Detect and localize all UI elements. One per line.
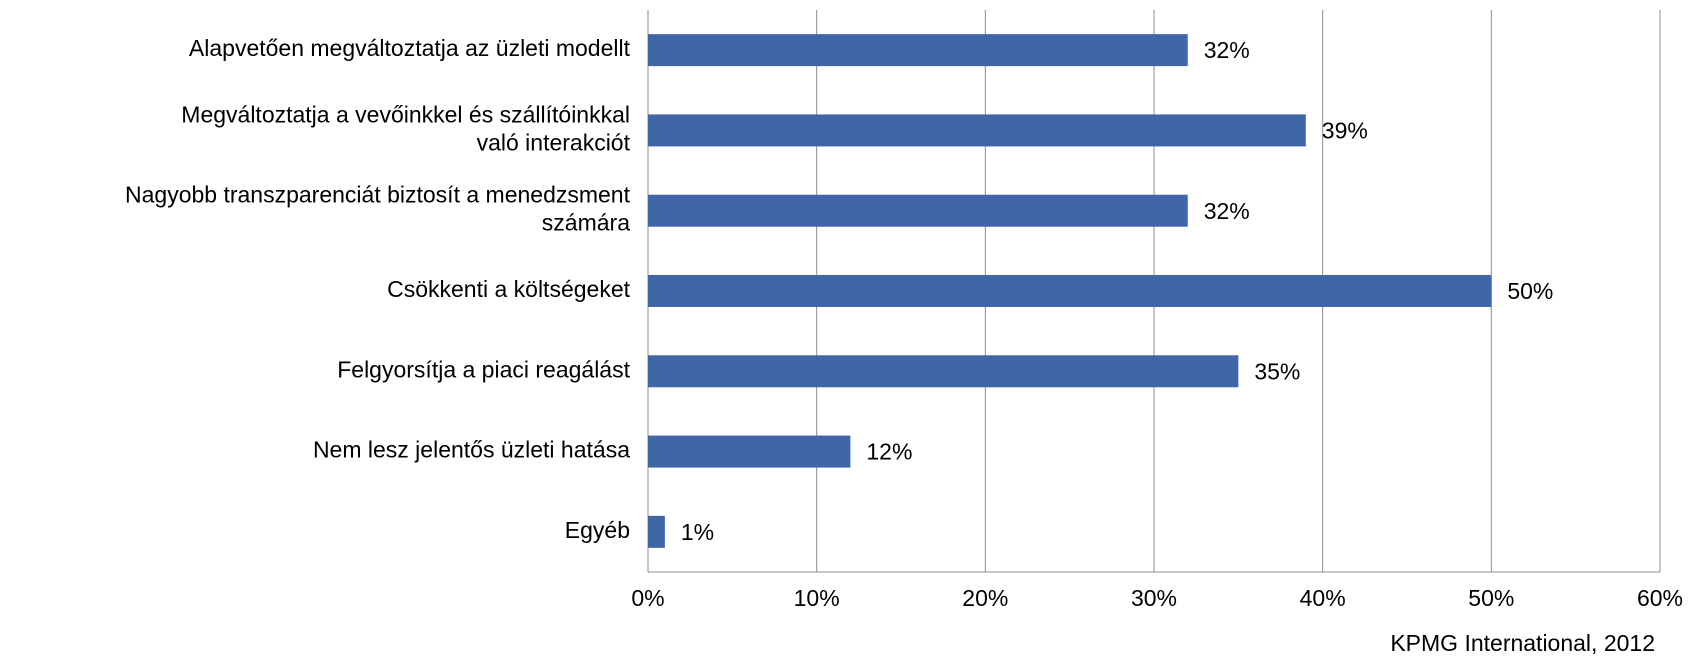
bar <box>648 275 1492 307</box>
bar <box>648 114 1306 147</box>
x-tick-label: 40% <box>1300 585 1346 611</box>
y-tick-label: Csökkenti a költségeket <box>387 276 631 302</box>
x-tick-label: 30% <box>1131 585 1177 611</box>
x-tick-label: 20% <box>962 585 1008 611</box>
bar <box>648 194 1188 227</box>
y-tick-label: Nagyobb transzparenciát biztosít a mened… <box>125 182 631 236</box>
y-tick-label: Egyéb <box>565 517 630 543</box>
x-tick-label: 0% <box>631 585 664 611</box>
bar <box>648 515 665 548</box>
bar <box>648 435 851 468</box>
y-tick-label: Felgyorsítja a piaci reagálást <box>337 356 630 382</box>
x-tick-label: 50% <box>1468 585 1514 611</box>
y-tick-label: Alapvetően megváltoztatja az üzleti mode… <box>189 35 631 61</box>
y-tick-label: Megváltoztatja a vevőinkkel és szállítói… <box>181 102 630 156</box>
data-label: 50% <box>1507 278 1553 304</box>
data-label: 32% <box>1204 37 1250 63</box>
x-tick-label: 60% <box>1637 585 1683 611</box>
data-label: 12% <box>866 439 912 465</box>
y-tick-label: Nem lesz jelentős üzleti hatása <box>313 437 630 463</box>
bar <box>648 355 1239 388</box>
data-label: 32% <box>1204 198 1250 224</box>
x-tick-label: 10% <box>794 585 840 611</box>
source-note: KPMG International, 2012 <box>1390 630 1655 656</box>
data-label: 1% <box>681 519 714 545</box>
bar <box>648 34 1188 67</box>
data-label: 39% <box>1322 118 1368 144</box>
data-label: 35% <box>1254 358 1300 384</box>
